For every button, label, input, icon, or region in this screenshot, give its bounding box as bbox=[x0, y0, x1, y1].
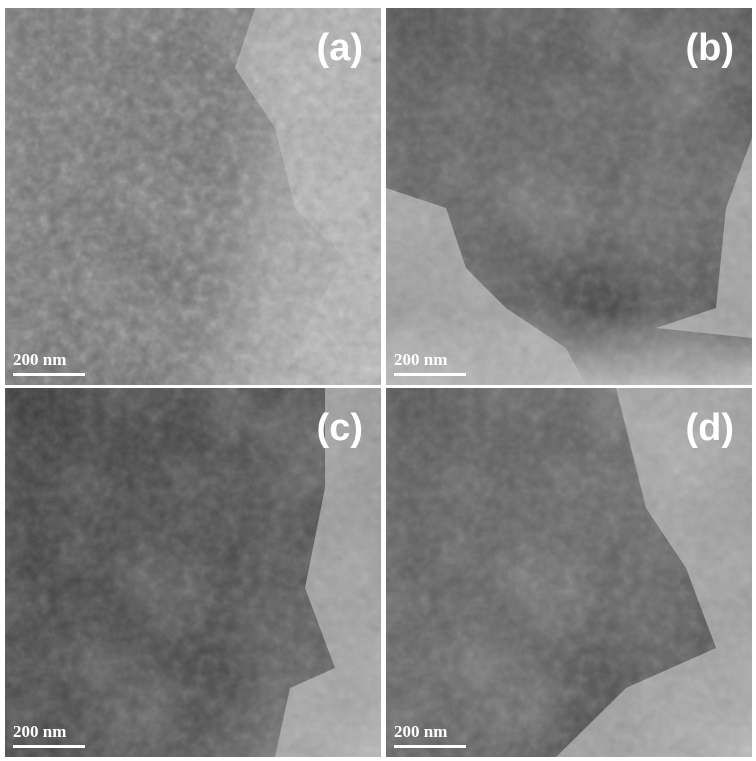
tem-panel: (d) 200 nm bbox=[386, 388, 752, 757]
tem-panel: (c) 200 nm bbox=[5, 388, 381, 757]
scale-bar-label: 200 nm bbox=[394, 350, 447, 369]
scale-bar-label: 200 nm bbox=[13, 350, 66, 369]
panel-label: (a) bbox=[317, 27, 363, 69]
scale-bar bbox=[394, 745, 466, 748]
tem-panel: (b) 200 nm bbox=[386, 8, 752, 385]
panel-label: (d) bbox=[685, 407, 734, 449]
tem-figure: (a) 200 nm (b) 200 nm (c) 200 nm (d) 200 nm bbox=[0, 0, 756, 761]
scale-bar-label: 200 nm bbox=[13, 722, 66, 741]
scale-bar-label: 200 nm bbox=[394, 722, 447, 741]
panel-label: (c) bbox=[317, 407, 363, 449]
scale-bar bbox=[394, 373, 466, 376]
page: (a)200 nm(b)200 nm(c)200 nm(d)200 nm (()… bbox=[0, 0, 756, 761]
tem-panel: (a) 200 nm bbox=[5, 8, 381, 385]
scale-bar bbox=[13, 373, 85, 376]
scale-bar bbox=[13, 745, 85, 748]
panel-label: (b) bbox=[685, 27, 734, 69]
